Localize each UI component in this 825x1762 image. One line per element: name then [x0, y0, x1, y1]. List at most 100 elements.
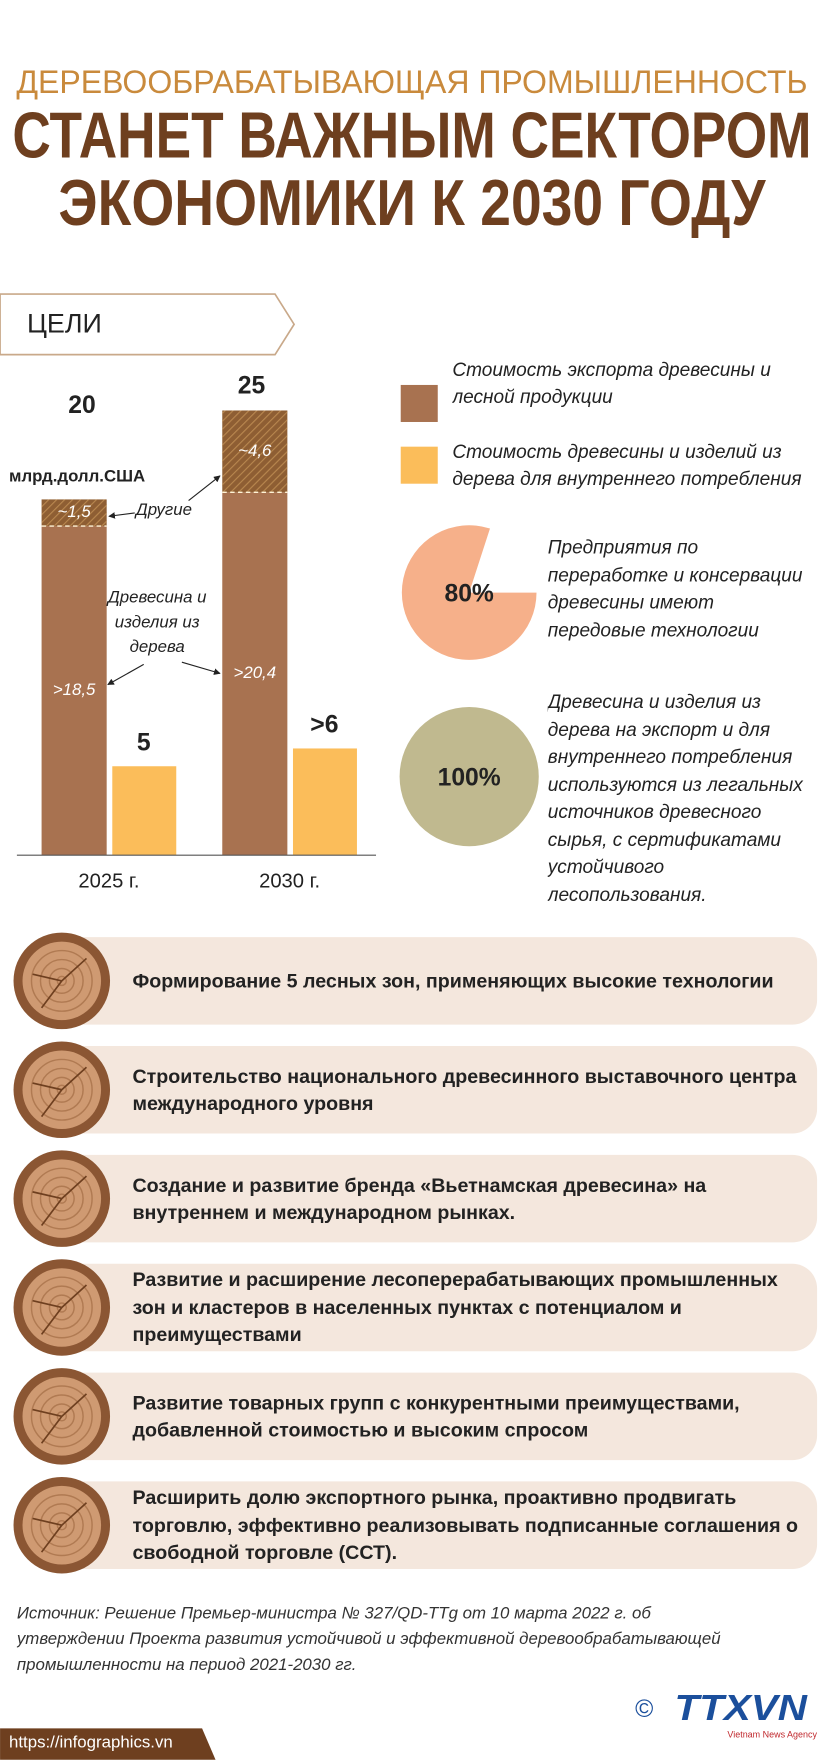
log-ring	[30, 1494, 93, 1557]
bar	[292, 748, 357, 856]
section-banner	[0, 293, 296, 356]
legend-swatch	[400, 384, 438, 422]
stats: 80% 100%	[399, 525, 539, 847]
footer-band	[0, 1728, 216, 1760]
hatch	[222, 410, 288, 493]
value-label: 5	[137, 729, 151, 756]
total-label: 25	[238, 373, 266, 400]
goal-text-box: Развитие товарных групп с конкурентными …	[132, 1391, 740, 1442]
annotation-arrow	[181, 661, 221, 675]
series-annotation: Древесина и изделия из дерева	[107, 588, 207, 657]
goal-card	[50, 937, 818, 1025]
series-annotation-box: Древесина и изделия из дерева	[107, 588, 207, 657]
goal-card	[50, 1154, 818, 1243]
copyright: ©	[635, 1696, 653, 1723]
value-label: ~4,6	[238, 441, 272, 460]
pie-label: 100%	[438, 764, 501, 791]
annotation-arrow	[188, 475, 221, 501]
goal-text: Строительство национального древесинного…	[132, 1064, 797, 1115]
bar-segment	[222, 492, 288, 856]
footer-url[interactable]: https://infographics.vn	[9, 1732, 173, 1751]
log-ring	[56, 975, 68, 987]
log-ring	[48, 967, 75, 994]
logo: TTXVN	[675, 1687, 809, 1728]
log-ring	[39, 1176, 84, 1221]
agency: Vietnam News Agency	[727, 1729, 817, 1739]
unit-label: млрд.долл.США	[9, 466, 145, 485]
total-label: 20	[68, 392, 95, 419]
log-ring	[48, 1294, 75, 1321]
log-ring	[48, 1512, 75, 1539]
goal-card	[50, 1372, 818, 1461]
value-label: >20,4	[234, 663, 277, 682]
stat-text-box: Древесина и изделия из дерева на экспорт…	[547, 691, 803, 906]
log-ring	[56, 1084, 68, 1095]
section-label: ЦЕЛИ	[27, 309, 102, 339]
log-ring	[30, 1167, 93, 1230]
log-crack	[32, 1393, 88, 1444]
legend-text: Стоимость экспорта древесины и лесной пр…	[452, 359, 771, 408]
stat-text: Древесина и изделия из дерева на экспорт…	[547, 691, 803, 906]
log-ring	[30, 1276, 93, 1339]
value-label: >18,5	[53, 680, 96, 699]
legend-entry: Стоимость древесины и изделий из дерева …	[452, 441, 802, 490]
log-ring	[48, 1076, 75, 1103]
goal-text-box: Строительство национального древесинного…	[132, 1064, 797, 1115]
series-annotation: Другие	[134, 500, 192, 519]
x-tick-label: 2030 г.	[259, 870, 320, 892]
goal-text: Создание и развитие бренда «Вьетнамская …	[132, 1173, 707, 1224]
goal-text: Развитие и расширение лесоперерабатывающ…	[132, 1268, 778, 1346]
log-ring	[30, 949, 93, 1012]
goal-text: Развитие товарных групп с конкурентными …	[132, 1391, 740, 1442]
goal-text: Формирование 5 лесных зон, применяющих в…	[132, 969, 774, 992]
bar-chart: >18,5 ~1,5 5 >20,4 ~4,6 >6	[41, 410, 357, 856]
goals: Формирование 5 лесных зон, применяющих в…	[13, 932, 818, 1574]
subtitle: ДЕРЕВООБРАБАТЫВАЮЩАЯ ПРОМЫШЛЕННОСТЬ	[16, 64, 807, 100]
goal-text-box: Расширить долю экспортного рынка, проакт…	[132, 1486, 799, 1564]
pie-label: 80%	[444, 580, 493, 607]
stat-text: Предприятия по переработке и консервации…	[547, 536, 803, 641]
bar-segment	[41, 526, 107, 856]
log-ring	[56, 1193, 68, 1204]
log-ring	[30, 1385, 93, 1448]
goal-text-box: Развитие и расширение лесоперерабатывающ…	[132, 1268, 778, 1346]
source: Источник: Решение Премьер-министра № 327…	[16, 1603, 721, 1675]
log-ring	[56, 1411, 68, 1422]
pie	[401, 525, 537, 660]
hatch	[41, 499, 107, 527]
legend-text: Стоимость древесины и изделий из дерева …	[452, 441, 802, 490]
log-ring	[56, 1519, 68, 1531]
legend-swatch	[400, 446, 438, 484]
x-tick-label: 2025 г.	[78, 870, 139, 892]
goal-text: Расширить долю экспортного рынка, проакт…	[132, 1486, 799, 1564]
goal-card	[50, 1481, 818, 1569]
source-box: Источник: Решение Премьер-министра № 327…	[16, 1603, 721, 1675]
goal-card	[50, 1045, 818, 1134]
log-ring	[30, 1058, 93, 1121]
log-crack	[32, 1175, 88, 1227]
value-label: >6	[310, 712, 338, 739]
stat-text-box: Предприятия по переработке и консервации…	[547, 536, 803, 641]
title-line: СТАНЕТ ВАЖНЫМ СЕКТОРОМ	[12, 98, 811, 171]
log-crack	[32, 1284, 88, 1335]
annotation-arrow	[107, 663, 144, 686]
legend-entry: Стоимость экспорта древесины и лесной пр…	[452, 359, 771, 408]
log-crack	[32, 1066, 88, 1118]
log-ring	[39, 1067, 84, 1112]
log-crack	[32, 1502, 88, 1553]
annotation-arrow	[108, 512, 135, 519]
log-ring	[48, 1185, 75, 1212]
goal-card	[50, 1263, 818, 1352]
log-ring	[48, 1403, 75, 1430]
bar	[112, 766, 177, 856]
log-ring	[56, 1302, 68, 1313]
value-label: ~1,5	[58, 502, 92, 521]
title-line: ЭКОНОМИКИ К 2030 ГОДУ	[58, 166, 766, 239]
log-crack	[32, 957, 88, 1009]
goal-text-box: Формирование 5 лесных зон, применяющих в…	[132, 969, 774, 992]
log-ring	[39, 1394, 84, 1439]
goal-text-box: Создание и развитие бренда «Вьетнамская …	[132, 1173, 707, 1224]
pie	[399, 707, 539, 847]
